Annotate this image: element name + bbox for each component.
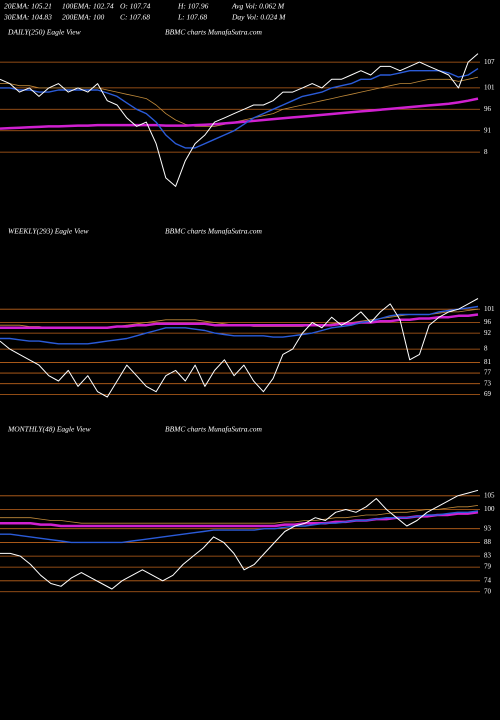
y-tick-label: 92	[484, 329, 492, 337]
y-tick-label: 88	[484, 538, 492, 546]
y-tick-label: 8	[484, 148, 488, 156]
panel-source: BBMC charts MunafaSutra.com	[165, 227, 262, 236]
y-tick-label: 70	[484, 587, 492, 595]
series-line	[0, 53, 479, 187]
series-line	[0, 313, 479, 330]
y-tick-label: 69	[484, 390, 492, 398]
header-stat: 20EMA: 105.21	[4, 2, 52, 11]
y-tick-label: 81	[484, 358, 492, 366]
series-line	[0, 305, 479, 345]
header-stat: Avg Vol: 0.062 M	[231, 2, 285, 11]
y-tick-label: 77	[484, 369, 492, 377]
y-tick-label: 96	[484, 318, 492, 326]
header-stat: 30EMA: 104.83	[3, 13, 52, 22]
series-line	[0, 489, 479, 590]
y-tick-label: 79	[484, 563, 492, 571]
series-line	[0, 97, 479, 130]
series-line	[0, 505, 479, 524]
header-stat: C: 107.68	[120, 13, 150, 22]
panel-title: MONTHLY(48) Eagle View	[7, 425, 91, 434]
y-tick-label: 101	[484, 83, 495, 91]
y-tick-label: 100	[484, 505, 495, 513]
series-line	[0, 68, 479, 149]
header-stat: 200EMA: 100	[62, 13, 105, 22]
y-tick-label: 93	[484, 524, 492, 532]
y-tick-label: 105	[484, 491, 495, 499]
header-stat: L: 107.68	[177, 13, 207, 22]
panel-source: BBMC charts MunafaSutra.com	[165, 425, 262, 434]
header-stat: 100EMA: 102.74	[62, 2, 114, 11]
series-line	[0, 298, 479, 398]
header-stat: O: 107.74	[120, 2, 151, 11]
panel-title: DAILY(250) Eagle View	[7, 28, 81, 37]
y-tick-label: 96	[484, 105, 492, 113]
y-tick-label: 107	[484, 58, 495, 66]
y-tick-label: 91	[484, 126, 492, 134]
panel-title: WEEKLY(293) Eagle View	[8, 227, 89, 236]
header-stat: Day Vol: 0.024 M	[231, 13, 286, 22]
header-stat: H: 107.96	[177, 2, 209, 11]
panel-source: BBMC charts MunafaSutra.com	[165, 28, 262, 37]
y-tick-label: 74	[484, 576, 492, 584]
y-tick-label: 101	[484, 305, 495, 313]
y-tick-label: 83	[484, 552, 492, 560]
y-tick-label: 73	[484, 379, 492, 387]
series-line	[0, 510, 479, 544]
y-tick-label: 8	[484, 345, 488, 353]
